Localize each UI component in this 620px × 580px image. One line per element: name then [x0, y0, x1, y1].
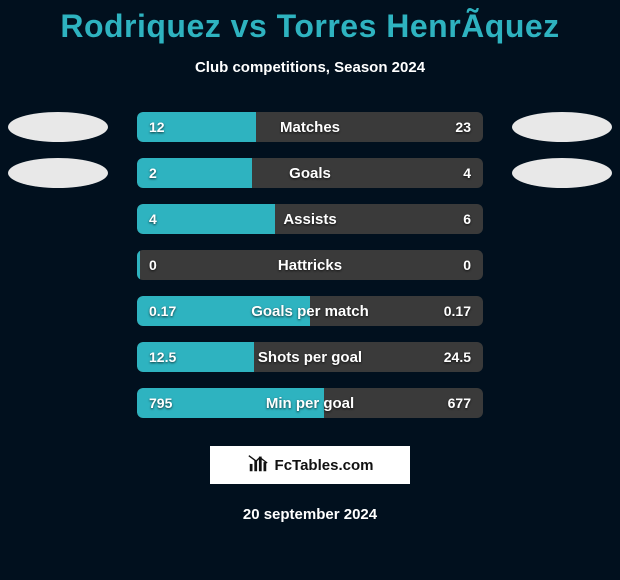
stat-label: Min per goal: [137, 395, 483, 412]
stat-label: Hattricks: [137, 257, 483, 274]
stat-value-right: 23: [455, 119, 471, 135]
page-subtitle: Club competitions, Season 2024: [0, 59, 620, 76]
bar-chart-icon: [247, 452, 269, 479]
stat-bar: 12Matches23: [137, 112, 483, 142]
stat-value-right: 24.5: [444, 349, 471, 365]
stat-bar: 795Min per goal677: [137, 388, 483, 418]
flag-right: [512, 158, 612, 188]
flag-left: [8, 158, 108, 188]
stat-label: Matches: [137, 119, 483, 136]
stat-value-right: 677: [448, 395, 471, 411]
flag-right: [512, 112, 612, 142]
flag-left: [8, 112, 108, 142]
stat-row: 12.5Shots per goal24.5: [0, 342, 620, 372]
stat-bar: 0.17Goals per match0.17: [137, 296, 483, 326]
stat-label: Shots per goal: [137, 349, 483, 366]
stat-label: Assists: [137, 211, 483, 228]
stat-label: Goals: [137, 165, 483, 182]
stat-bar: 0Hattricks0: [137, 250, 483, 280]
stat-bar: 4Assists6: [137, 204, 483, 234]
stat-row: 4Assists6: [0, 204, 620, 234]
watermark: FcTables.com: [210, 446, 410, 484]
stat-label: Goals per match: [137, 303, 483, 320]
stat-bar: 12.5Shots per goal24.5: [137, 342, 483, 372]
stat-value-right: 4: [463, 165, 471, 181]
stat-row: 0.17Goals per match0.17: [0, 296, 620, 326]
stat-row: 795Min per goal677: [0, 388, 620, 418]
stat-bar: 2Goals4: [137, 158, 483, 188]
stat-value-right: 0.17: [444, 303, 471, 319]
stat-row: 2Goals4: [0, 158, 620, 188]
page-title: Rodriquez vs Torres HenrÃ­quez: [0, 8, 620, 45]
comparison-chart: 12Matches232Goals44Assists60Hattricks00.…: [0, 112, 620, 418]
watermark-text: FcTables.com: [275, 457, 374, 474]
stat-row: 0Hattricks0: [0, 250, 620, 280]
stat-row: 12Matches23: [0, 112, 620, 142]
stat-value-right: 0: [463, 257, 471, 273]
date-text: 20 september 2024: [0, 506, 620, 523]
stat-value-right: 6: [463, 211, 471, 227]
